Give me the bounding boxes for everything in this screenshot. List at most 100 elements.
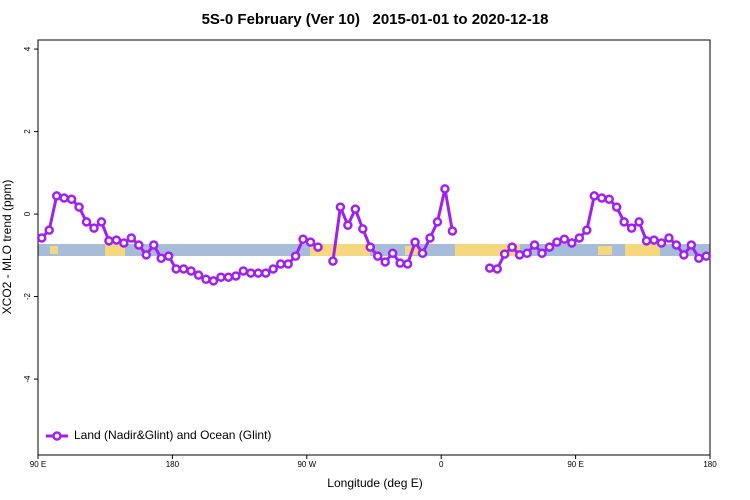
data-point [343, 220, 353, 230]
data-point [216, 272, 226, 282]
data-point [507, 242, 517, 252]
land-patch [310, 244, 370, 256]
data-point [484, 263, 495, 273]
data-point [96, 217, 107, 227]
data-point [574, 233, 585, 243]
x-tick-label: 180 [703, 460, 717, 469]
data-point [679, 250, 689, 260]
data-point [290, 251, 301, 261]
data-point [223, 272, 234, 282]
chart-title: 5S-0 February (Ver 10) 2015-01-01 to 202… [202, 11, 549, 28]
data-point [634, 217, 644, 227]
data-point [134, 240, 144, 250]
data-point [552, 237, 562, 247]
data-point [328, 256, 338, 266]
data-point [589, 191, 600, 201]
data-point [626, 223, 637, 233]
x-tick-label: 90 E [30, 460, 46, 469]
y-tick-label: -2 [23, 292, 32, 300]
data-point [380, 257, 390, 267]
data-point [582, 225, 592, 235]
data-point [231, 271, 241, 281]
data-point [44, 225, 54, 235]
x-tick-label: 180 [166, 460, 180, 469]
data-point [447, 226, 458, 236]
data-point [186, 266, 196, 276]
data-point [260, 268, 271, 278]
y-tick-label: 0 [23, 211, 32, 216]
y-tick-label: 2 [23, 129, 32, 134]
data-point [694, 253, 704, 263]
x-tick-label: 90 E [567, 460, 583, 469]
data-point [544, 242, 555, 252]
legend-marker [52, 431, 62, 441]
data-point [59, 193, 69, 203]
data-point [111, 235, 122, 245]
data-point [358, 224, 368, 234]
data-point [156, 253, 166, 263]
data-point [499, 249, 510, 259]
data-point [268, 264, 278, 274]
data-point [246, 268, 256, 278]
data-point [425, 233, 435, 243]
data-point [559, 234, 570, 244]
data-point [611, 202, 622, 212]
data-point [567, 238, 577, 248]
data-point [51, 191, 62, 201]
data-point [432, 217, 443, 227]
data-point [649, 235, 659, 245]
data-point [372, 251, 383, 261]
data-point [283, 259, 293, 269]
data-point [208, 276, 219, 286]
data-point [66, 194, 77, 204]
y-tick-label: 4 [23, 46, 32, 51]
data-point [492, 264, 502, 274]
data-point [163, 251, 174, 261]
data-point [148, 240, 159, 250]
data-point [686, 240, 697, 250]
legend-label: Land (Nadir&Glint) and Ocean (Glint) [74, 428, 271, 442]
land-patch [105, 244, 125, 256]
data-point [701, 251, 712, 261]
data-point [440, 184, 450, 194]
data-point [126, 233, 137, 243]
data-point [402, 259, 413, 269]
x-tick-label: 0 [439, 460, 444, 469]
data-point [81, 217, 92, 227]
land-patch [50, 246, 58, 254]
data-point [178, 264, 189, 274]
data-point [417, 248, 428, 259]
data-point [596, 193, 607, 203]
data-point [201, 274, 211, 285]
plot-frame [37, 39, 711, 456]
data-point [313, 242, 323, 252]
data-point [514, 250, 525, 260]
data-point [171, 264, 181, 274]
data-point [74, 202, 84, 212]
data-point [410, 237, 420, 247]
data-point [119, 238, 129, 248]
land-patch [598, 246, 612, 255]
data-point [387, 248, 398, 259]
data-point [671, 240, 682, 250]
data-point [604, 194, 614, 204]
data-point [104, 236, 114, 246]
x-axis-label: Longitude (deg E) [327, 476, 422, 490]
data-point [522, 248, 532, 259]
data-point [36, 233, 47, 243]
y-axis-label: XCO2 - MLO trend (ppm) [0, 180, 14, 315]
y-tick-label: -4 [23, 375, 32, 383]
data-point [305, 237, 316, 247]
data-point [365, 242, 376, 252]
data-point [89, 223, 99, 233]
data-point [335, 202, 346, 212]
data-point [656, 238, 667, 248]
data-point [238, 266, 249, 276]
data-point [641, 236, 652, 246]
data-point [141, 250, 152, 260]
data-point [619, 217, 629, 227]
data-point [298, 234, 308, 244]
data-point [275, 259, 286, 269]
data-point [664, 233, 674, 243]
